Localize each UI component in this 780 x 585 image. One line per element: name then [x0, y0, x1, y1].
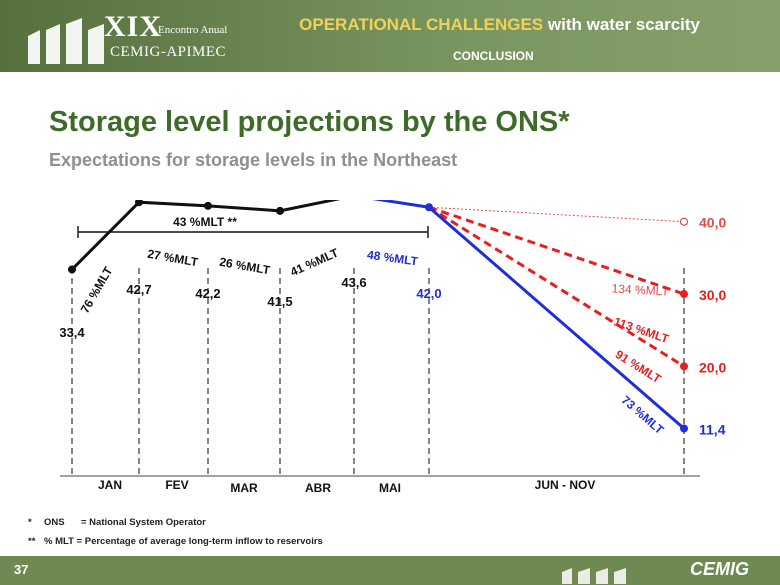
header-title-accent: OPERATIONAL CHALLENGES	[299, 15, 544, 34]
footnote-mlt: ** % MLT = Percentage of average long-ter…	[28, 536, 323, 547]
scenario-line-0	[428, 206, 685, 223]
brand-logo: CEMIG	[690, 559, 750, 579]
page-number: 37	[14, 562, 29, 577]
observed-value-label-4: 43,6	[341, 275, 366, 290]
footnote-mark: **	[28, 536, 36, 547]
scenario-marker-0	[679, 217, 689, 226]
scenario-end-label-2: 20,0	[699, 359, 726, 375]
header-bar: XIX Encontro Anual CEMIG-APIMEC OPERATIO…	[0, 0, 780, 72]
may-segment-label: 48 %MLT	[366, 248, 419, 269]
scenario-name-label-0: 134 %MLT	[611, 281, 669, 298]
event-logo: XIX Encontro Anual CEMIG-APIMEC	[0, 0, 240, 72]
header-gradient	[0, 0, 780, 72]
header-title: OPERATIONAL CHALLENGES with water scarci…	[0, 15, 700, 35]
may-point	[425, 203, 433, 212]
segment-label-2: 26 %MLT	[218, 255, 271, 278]
footnote-abbr: ONS	[44, 517, 65, 528]
scenario-line-3	[428, 206, 685, 430]
footnote-abbr: % MLT	[44, 536, 74, 547]
observed-point-2	[204, 201, 212, 210]
segment-label-0: 76 %MLT	[78, 264, 116, 316]
segment-label-1: 27 %MLT	[146, 247, 199, 270]
scenario-end-label-3: 11,4	[699, 422, 726, 438]
event-roman-numeral: XIX	[104, 10, 163, 43]
event-subtitle: Encontro Anual	[158, 24, 228, 36]
observed-point-0	[68, 265, 76, 274]
storage-chart: JAN FEV MAR ABR MAI JUN - NOV 43 %MLT ** 40,0 13…	[59, 200, 726, 495]
scenario-marker-1	[680, 290, 688, 299]
category-label-jan: JAN	[98, 478, 122, 492]
observed-point-3	[276, 206, 284, 215]
footnote-text: = Percentage of average long-term inflow…	[76, 536, 323, 547]
scenario-line-2	[428, 205, 685, 368]
category-label-fev: FEV	[165, 478, 188, 492]
observed-point-1	[135, 200, 143, 207]
observed-value-label-0: 33,4	[59, 325, 85, 340]
may-value-label: 42,0	[416, 286, 441, 301]
header-section: CONCLUSION	[453, 49, 534, 63]
footer-bar: 37 CEMIG	[0, 556, 780, 585]
scenario-name-label-3: 73 %MLT	[619, 393, 667, 437]
page-title: Storage level projections by the ONS*	[49, 106, 570, 138]
footnote-text: = National System Operator	[81, 517, 206, 528]
footnote-mark: *	[28, 517, 32, 528]
scenario-end-label-0: 40,0	[699, 215, 726, 231]
segment-label-3: 41 %MLT	[288, 245, 341, 279]
category-label-junnov: JUN - NOV	[535, 478, 596, 492]
scenario-name-label-2: 91 %MLT	[613, 347, 664, 386]
scenario-marker-3	[680, 424, 688, 433]
bracket-label: 43 %MLT **	[173, 215, 237, 229]
event-name: CEMIG-APIMEC	[110, 44, 227, 60]
dam-logo-icon	[28, 18, 104, 64]
dam-footer-icon	[562, 568, 626, 584]
scenario-marker-2	[680, 362, 688, 371]
observed-value-label-2: 42,2	[195, 286, 220, 301]
footnote-ons: * ONS = National System Operator	[28, 517, 206, 528]
scenario-line-1	[428, 205, 685, 296]
may-segment	[372, 200, 430, 209]
page-subtitle: Expectations for storage levels in the N…	[49, 150, 458, 170]
category-label-mai: MAI	[379, 481, 401, 495]
header-title-rest: with water scarcity	[543, 15, 700, 34]
scenario-end-label-1: 30,0	[699, 287, 726, 303]
observed-value-label-3: 41,5	[267, 294, 292, 309]
category-label-abr: ABR	[305, 481, 331, 495]
category-label-mar: MAR	[230, 481, 258, 495]
observed-value-label-1: 42,7	[126, 282, 151, 297]
